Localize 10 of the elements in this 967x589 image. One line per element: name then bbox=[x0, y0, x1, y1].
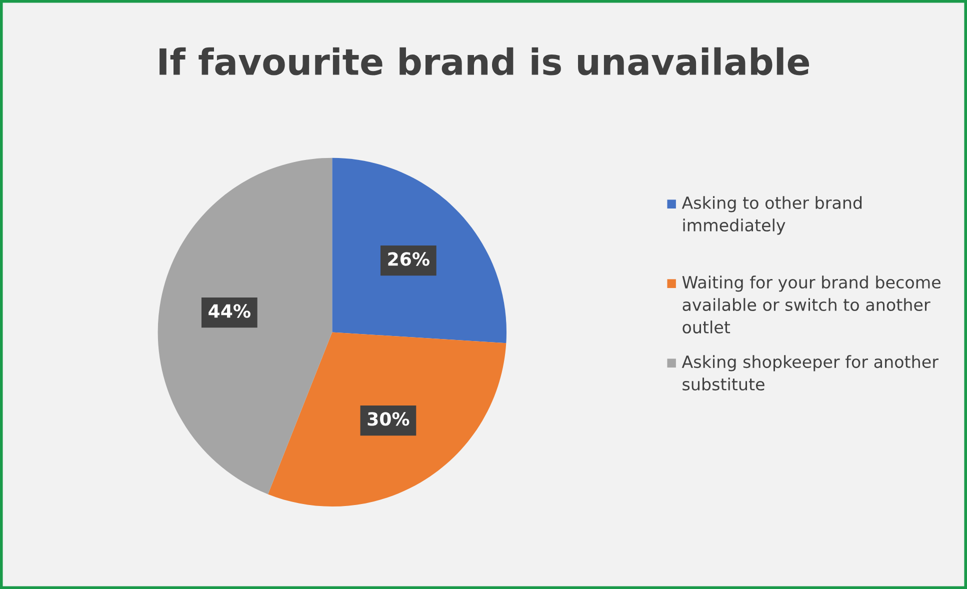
chart-title: If favourite brand is unavailable bbox=[160, 47, 810, 76]
legend-label: Asking shopkeeper for another substitute bbox=[682, 355, 938, 391]
pie-slice bbox=[158, 158, 332, 494]
legend-label: Waiting for your brand become available or switch to another outlet bbox=[682, 276, 940, 334]
legend-label: Asking to other brand immediately bbox=[682, 196, 862, 235]
data-label: 44% bbox=[208, 304, 250, 318]
data-label: 26% bbox=[388, 252, 430, 266]
data-label: 30% bbox=[368, 412, 410, 426]
pie-slice bbox=[268, 332, 506, 507]
pie-slice bbox=[332, 158, 507, 344]
